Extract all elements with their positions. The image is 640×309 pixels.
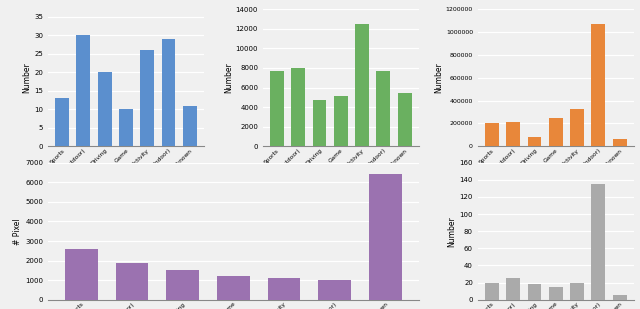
Y-axis label: Number: Number <box>448 216 457 247</box>
Bar <box>527 284 541 300</box>
Bar <box>183 106 196 146</box>
Bar <box>161 39 175 146</box>
Bar <box>549 118 563 146</box>
Bar <box>119 109 132 146</box>
Bar <box>485 283 499 300</box>
Bar <box>570 108 584 146</box>
Bar <box>268 278 300 300</box>
Text: (c) Text Instance Distribution: (c) Text Instance Distribution <box>500 226 611 235</box>
Bar <box>591 184 605 300</box>
Y-axis label: # Pixel: # Pixel <box>13 218 22 244</box>
Text: (a) Video Distribution: (a) Video Distribution <box>85 226 166 235</box>
Bar <box>270 71 284 146</box>
Bar <box>506 122 520 146</box>
Bar <box>369 175 402 300</box>
Bar <box>612 139 627 146</box>
Y-axis label: Number: Number <box>434 62 443 93</box>
Y-axis label: Number: Number <box>224 62 233 93</box>
Bar <box>570 283 584 300</box>
Bar <box>140 50 154 146</box>
Bar <box>591 24 605 146</box>
Bar <box>291 68 305 146</box>
Bar <box>506 278 520 300</box>
Bar <box>76 35 90 146</box>
Bar <box>116 263 148 300</box>
Bar <box>65 249 98 300</box>
Bar <box>318 280 351 300</box>
Bar <box>334 96 348 146</box>
Bar <box>312 100 326 146</box>
Bar <box>166 270 199 300</box>
Bar <box>355 24 369 146</box>
Bar <box>549 287 563 300</box>
Bar <box>55 98 69 146</box>
Bar <box>397 93 412 146</box>
Bar <box>527 137 541 146</box>
Bar <box>612 295 627 300</box>
Bar <box>485 123 499 146</box>
Y-axis label: Number: Number <box>22 62 31 93</box>
Bar <box>217 276 250 300</box>
Bar <box>376 71 390 146</box>
Text: (b) Frame Distribution: (b) Frame Distribution <box>298 226 383 235</box>
Bar <box>98 72 111 146</box>
